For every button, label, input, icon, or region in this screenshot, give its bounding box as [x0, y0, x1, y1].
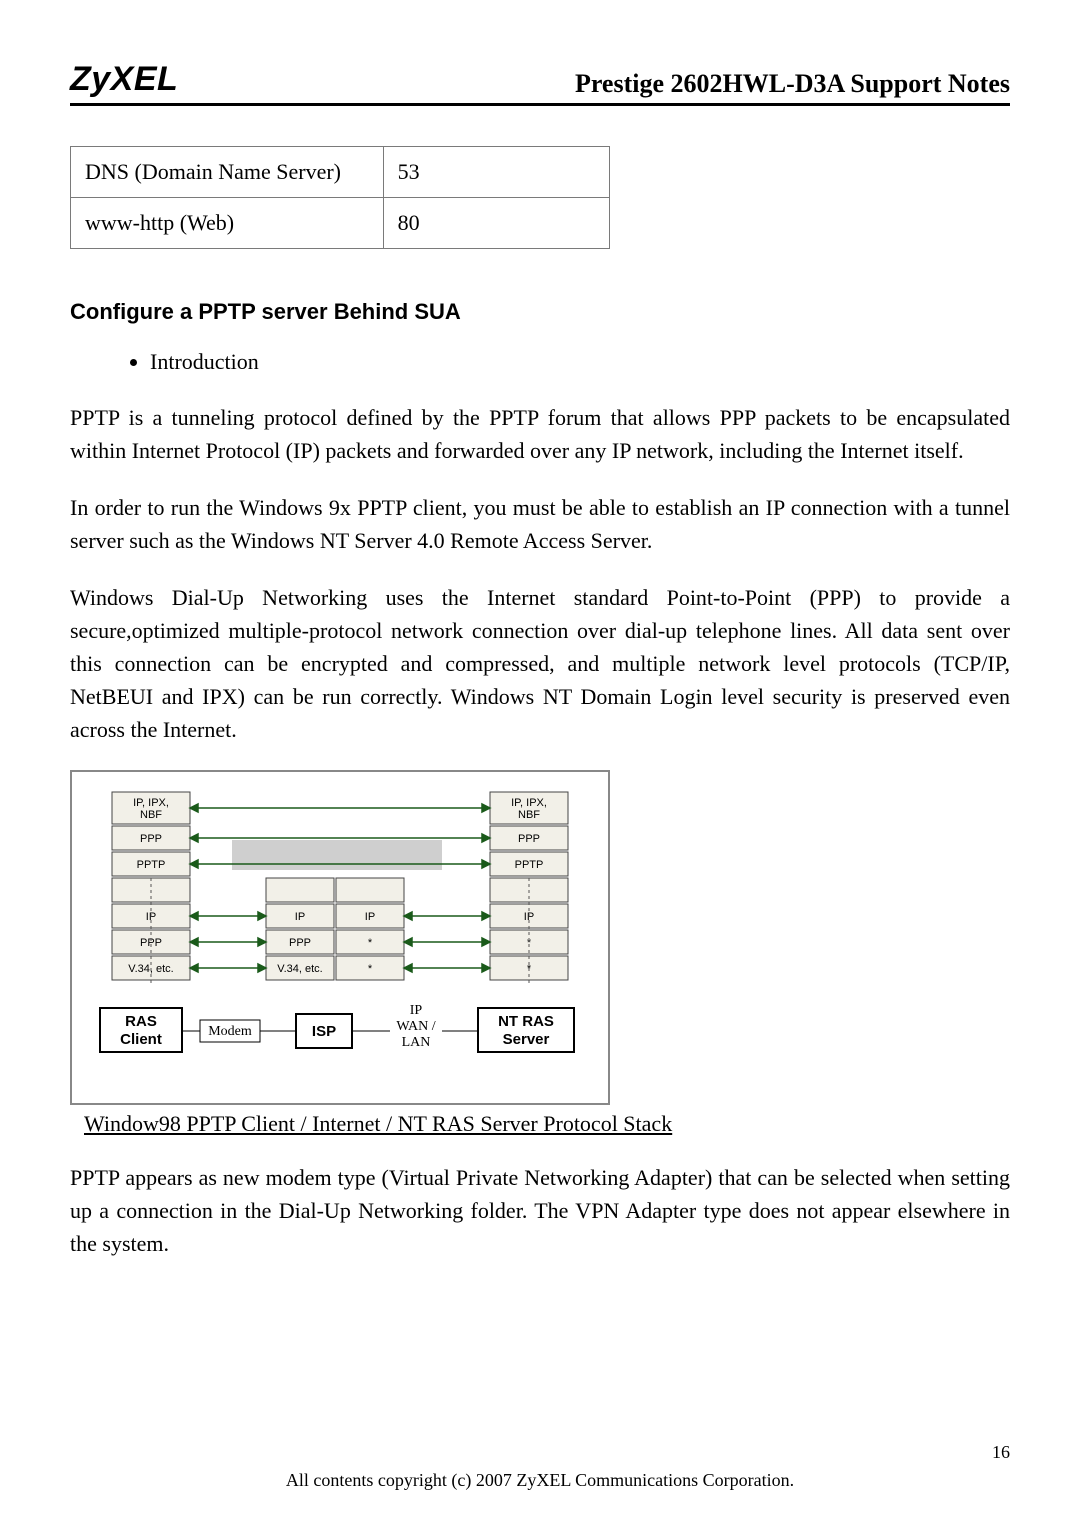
svg-text:WAN /: WAN / — [396, 1019, 435, 1034]
page-number: 16 — [992, 1442, 1010, 1463]
svg-text:LAN: LAN — [402, 1035, 431, 1050]
list-item: Introduction — [150, 349, 1010, 375]
copyright-footer: All contents copyright (c) 2007 ZyXEL Co… — [0, 1470, 1080, 1491]
port-cell: 80 — [383, 198, 609, 249]
svg-text:ISP: ISP — [312, 1023, 336, 1040]
bullet-list: Introduction — [150, 349, 1010, 375]
svg-text:RAS: RAS — [125, 1013, 157, 1030]
svg-text:NBF: NBF — [518, 809, 540, 821]
table-row: DNS (Domain Name Server) 53 — [71, 147, 610, 198]
svg-text:PPTP: PPTP — [515, 859, 544, 871]
svg-text:V.34, etc.: V.34, etc. — [277, 963, 322, 975]
diagram-svg: IP, IPX,NBF PPP PPTP IP PPP V.34, etc. I… — [82, 786, 598, 1086]
svg-text:PPP: PPP — [518, 833, 540, 845]
svg-text:Client: Client — [120, 1031, 162, 1048]
svg-text:*: * — [368, 963, 373, 975]
diagram-caption: Window98 PPTP Client / Internet / NT RAS… — [84, 1111, 1010, 1137]
brand-logo: ZyXEL — [70, 60, 178, 99]
table-row: www-http (Web) 80 — [71, 198, 610, 249]
svg-text:IP: IP — [410, 1003, 423, 1018]
service-cell: DNS (Domain Name Server) — [71, 147, 384, 198]
svg-text:PPP: PPP — [140, 833, 162, 845]
svg-text:IP, IPX,: IP, IPX, — [133, 797, 169, 809]
port-table: DNS (Domain Name Server) 53 www-http (We… — [70, 146, 610, 249]
svg-text:Server: Server — [503, 1031, 550, 1048]
protocol-stack-diagram: IP, IPX,NBF PPP PPTP IP PPP V.34, etc. I… — [70, 770, 610, 1105]
svg-text:IP: IP — [365, 911, 375, 923]
svg-text:NBF: NBF — [140, 809, 162, 821]
svg-text:IP: IP — [295, 911, 305, 923]
body-paragraph: PPTP is a tunneling protocol defined by … — [70, 401, 1010, 467]
svg-text:*: * — [368, 937, 373, 949]
body-paragraph: PPTP appears as new modem type (Virtual … — [70, 1161, 1010, 1260]
svg-text:NT RAS: NT RAS — [498, 1013, 554, 1030]
svg-text:PPTP: PPTP — [137, 859, 166, 871]
body-paragraph: In order to run the Windows 9x PPTP clie… — [70, 491, 1010, 557]
doc-title: Prestige 2602HWL-D3A Support Notes — [575, 69, 1010, 99]
port-cell: 53 — [383, 147, 609, 198]
svg-text:Modem: Modem — [208, 1024, 252, 1039]
section-heading: Configure a PPTP server Behind SUA — [70, 299, 1010, 325]
page-header: ZyXEL Prestige 2602HWL-D3A Support Notes — [70, 60, 1010, 106]
body-paragraph: Windows Dial-Up Networking uses the Inte… — [70, 581, 1010, 746]
svg-text:IP, IPX,: IP, IPX, — [511, 797, 547, 809]
service-cell: www-http (Web) — [71, 198, 384, 249]
svg-text:PPP: PPP — [289, 937, 311, 949]
